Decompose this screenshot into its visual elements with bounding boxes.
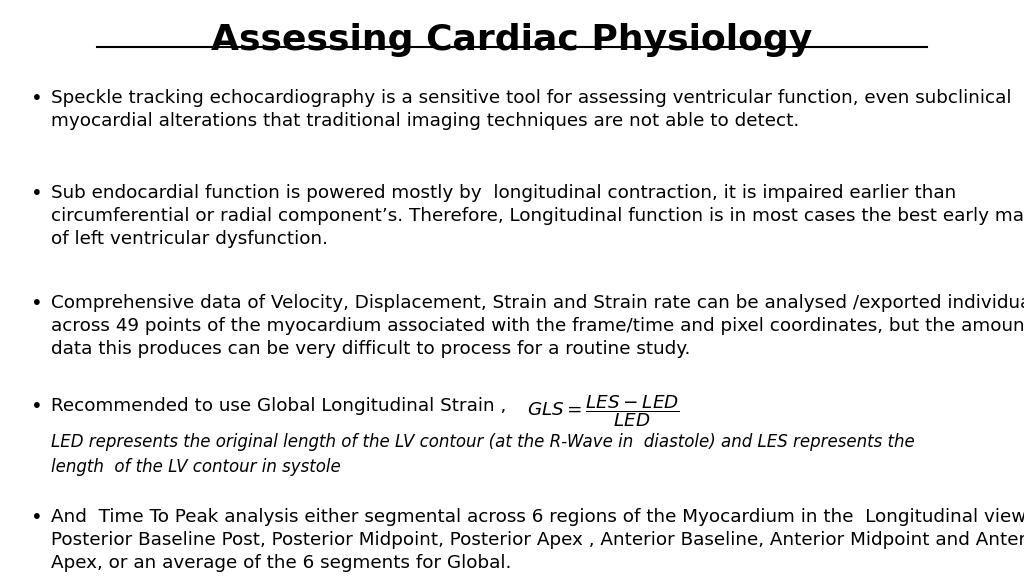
Text: Speckle tracking echocardiography is a sensitive tool for assessing ventricular : Speckle tracking echocardiography is a s… [51, 89, 1012, 130]
Text: Comprehensive data of Velocity, Displacement, Strain and Strain rate can be anal: Comprehensive data of Velocity, Displace… [51, 294, 1024, 358]
Text: Sub endocardial function is powered mostly by  longitudinal contraction, it is i: Sub endocardial function is powered most… [51, 184, 1024, 248]
Text: LED represents the original length of the LV contour (at the R-Wave in  diastole: LED represents the original length of th… [51, 433, 915, 451]
Text: length  of the LV contour in systole: length of the LV contour in systole [51, 458, 341, 476]
Text: •: • [31, 184, 42, 203]
Text: •: • [31, 89, 42, 108]
Text: Assessing Cardiac Physiology: Assessing Cardiac Physiology [211, 23, 813, 57]
Text: •: • [31, 294, 42, 313]
Text: •: • [31, 508, 42, 527]
Text: •: • [31, 397, 42, 416]
Text: Recommended to use Global Longitudinal Strain ,: Recommended to use Global Longitudinal S… [51, 397, 507, 415]
Text: $\mathit{GLS} = \dfrac{\mathit{LES}-\mathit{LED}}{\mathit{LED}}$: $\mathit{GLS} = \dfrac{\mathit{LES}-\mat… [527, 393, 680, 429]
Text: And  Time To Peak analysis either segmental across 6 regions of the Myocardium i: And Time To Peak analysis either segment… [51, 508, 1024, 572]
